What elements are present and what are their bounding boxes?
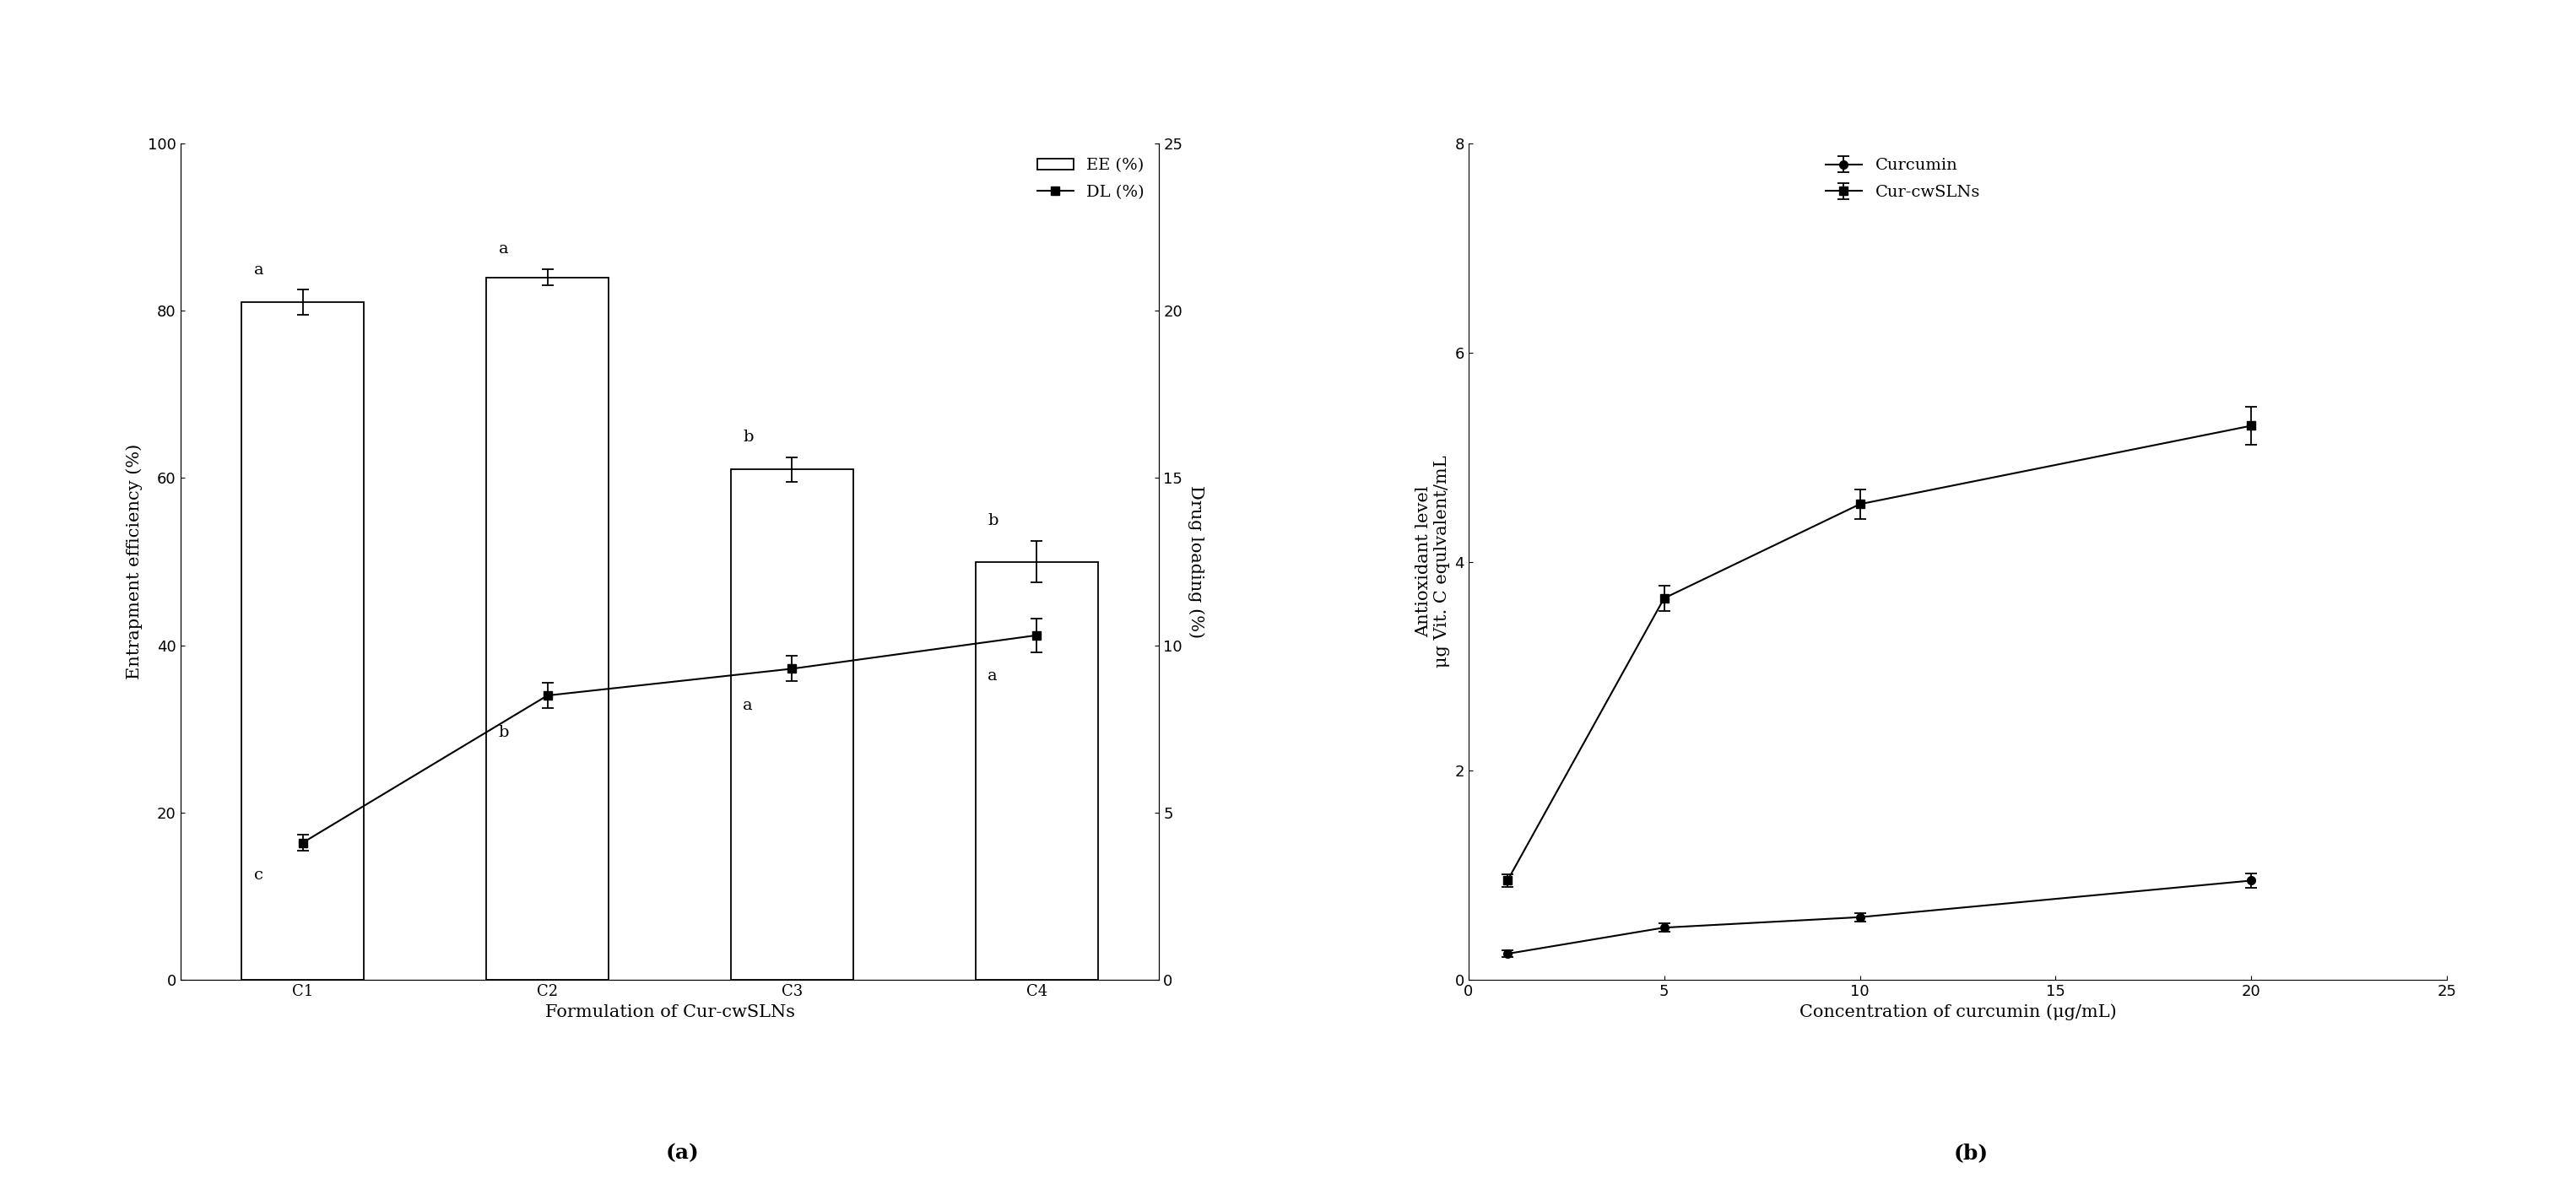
X-axis label: Formulation of Cur-cwSLNs: Formulation of Cur-cwSLNs bbox=[546, 1004, 793, 1019]
Text: b: b bbox=[742, 429, 752, 445]
Bar bbox=[732, 470, 853, 980]
Y-axis label: Antioxidant level
μg Vit. C equlvalent/mL: Antioxidant level μg Vit. C equlvalent/m… bbox=[1414, 455, 1450, 668]
Bar bbox=[242, 302, 363, 980]
Bar bbox=[487, 277, 608, 980]
Legend: Curcumin, Cur-cwSLNs: Curcumin, Cur-cwSLNs bbox=[1819, 152, 1986, 207]
Text: a: a bbox=[987, 669, 997, 684]
Text: b: b bbox=[497, 725, 507, 740]
Y-axis label: Entrapment efficiency (%): Entrapment efficiency (%) bbox=[126, 443, 142, 680]
Text: a: a bbox=[742, 698, 752, 713]
Text: a: a bbox=[497, 241, 507, 257]
Text: b: b bbox=[987, 513, 997, 528]
Bar bbox=[976, 562, 1097, 980]
Y-axis label: Drug loading (%): Drug loading (%) bbox=[1188, 485, 1203, 638]
X-axis label: Concentration of curcumin (μg/mL): Concentration of curcumin (μg/mL) bbox=[1798, 1004, 2117, 1021]
Text: c: c bbox=[255, 868, 263, 883]
Text: (a): (a) bbox=[665, 1144, 701, 1164]
Legend: EE (%), DL (%): EE (%), DL (%) bbox=[1030, 152, 1151, 207]
Text: (b): (b) bbox=[1953, 1144, 1989, 1164]
Text: a: a bbox=[252, 262, 263, 277]
